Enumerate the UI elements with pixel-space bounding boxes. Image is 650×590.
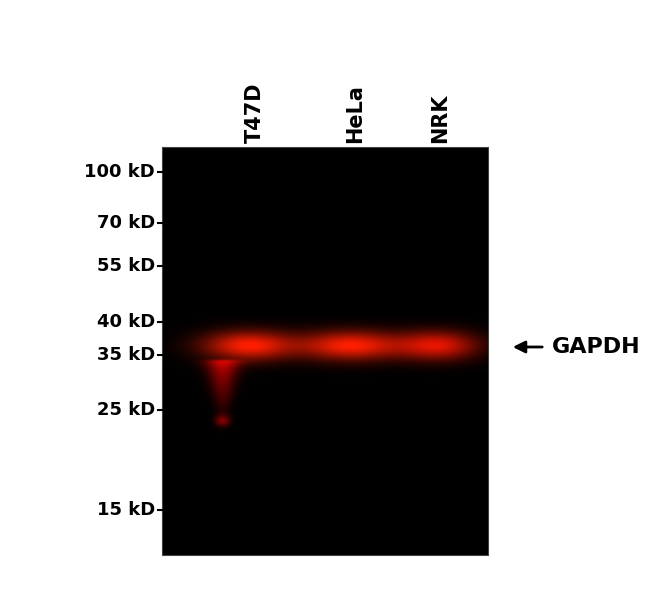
Bar bbox=[163, 148, 488, 555]
Text: 70 kD: 70 kD bbox=[97, 214, 155, 232]
Text: 15 kD: 15 kD bbox=[97, 501, 155, 519]
Text: T47D: T47D bbox=[245, 83, 265, 143]
Text: HeLa: HeLa bbox=[345, 84, 365, 143]
Text: 100 kD: 100 kD bbox=[84, 163, 155, 181]
Text: 55 kD: 55 kD bbox=[97, 257, 155, 275]
Text: GAPDH: GAPDH bbox=[552, 337, 641, 357]
Text: 25 kD: 25 kD bbox=[97, 401, 155, 419]
Text: 35 kD: 35 kD bbox=[97, 346, 155, 364]
Text: NRK: NRK bbox=[430, 93, 450, 143]
Text: 40 kD: 40 kD bbox=[97, 313, 155, 331]
